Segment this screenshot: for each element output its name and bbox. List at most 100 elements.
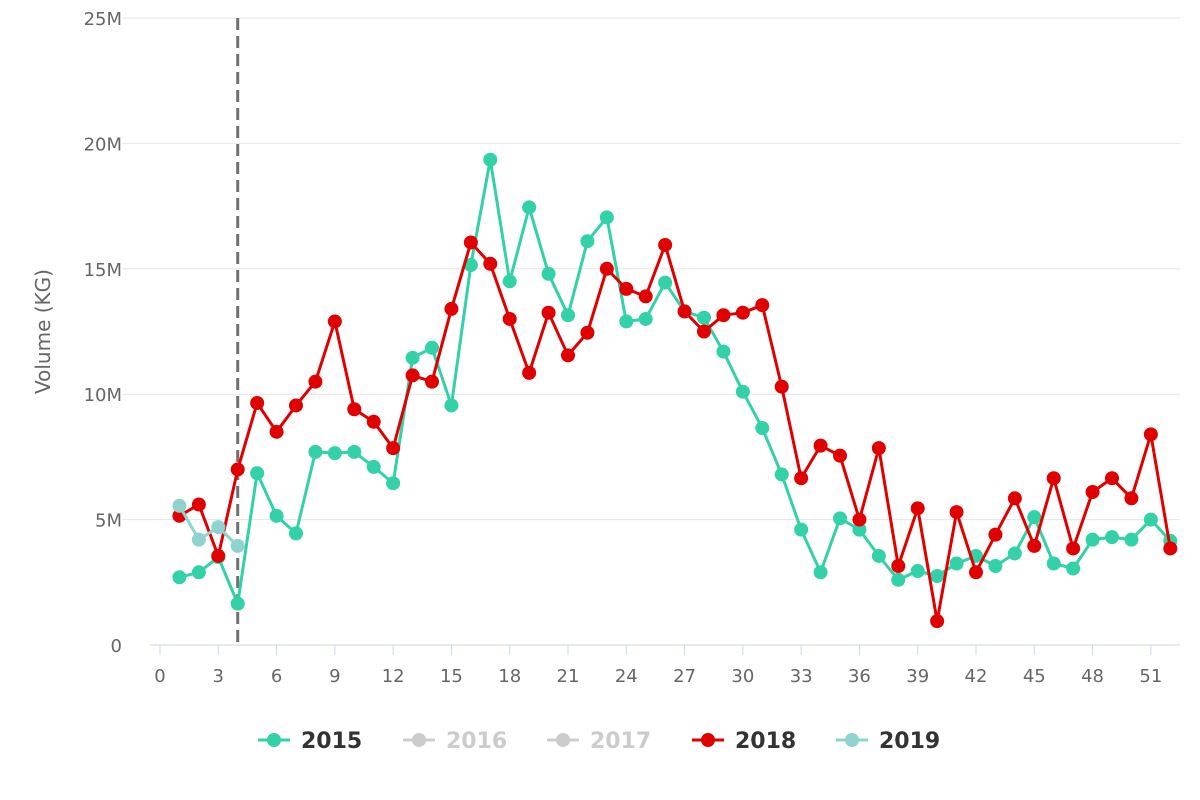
data-point-2015[interactable] [1007, 546, 1022, 561]
data-point-2015[interactable] [308, 444, 323, 459]
data-point-2015[interactable] [871, 548, 886, 563]
data-point-2015[interactable] [191, 565, 206, 580]
data-point-2018[interactable] [366, 414, 381, 429]
data-point-2018[interactable] [483, 256, 498, 271]
data-point-2015[interactable] [580, 234, 595, 249]
data-point-2015[interactable] [386, 476, 401, 491]
data-point-2015[interactable] [1085, 532, 1100, 547]
data-point-2018[interactable] [561, 348, 575, 363]
data-point-2019[interactable] [230, 538, 245, 553]
data-point-2018[interactable] [735, 305, 750, 320]
data-point-2018[interactable] [969, 565, 983, 580]
data-point-2015[interactable] [483, 152, 498, 167]
data-point-2015[interactable] [891, 572, 906, 587]
data-point-2018[interactable] [755, 298, 770, 313]
data-point-2018[interactable] [599, 261, 614, 276]
data-point-2018[interactable] [852, 512, 867, 527]
data-point-2018[interactable] [425, 374, 439, 389]
data-point-2015[interactable] [269, 508, 284, 523]
data-point-2018[interactable] [1163, 541, 1178, 556]
data-point-2018[interactable] [347, 402, 362, 417]
data-point-2018[interactable] [444, 301, 459, 316]
data-point-2015[interactable] [425, 340, 439, 355]
data-point-2018[interactable] [211, 548, 226, 563]
data-point-2015[interactable] [522, 200, 537, 215]
legend-item-2019[interactable]: 2019 [836, 729, 940, 754]
data-point-2015[interactable] [988, 558, 1003, 573]
data-point-2015[interactable] [347, 444, 362, 459]
legend-item-2017[interactable]: 2017 [547, 729, 651, 754]
data-point-2015[interactable] [463, 258, 478, 273]
data-point-2015[interactable] [930, 569, 945, 584]
series-2019[interactable] [172, 498, 245, 553]
data-point-2018[interactable] [891, 558, 906, 573]
data-point-2015[interactable] [561, 308, 575, 323]
data-point-2018[interactable] [463, 235, 478, 250]
data-point-2015[interactable] [444, 398, 459, 413]
data-point-2015[interactable] [1027, 510, 1042, 525]
data-point-2018[interactable] [871, 441, 886, 456]
data-point-2018[interactable] [308, 374, 323, 389]
data-point-2015[interactable] [638, 311, 653, 326]
data-point-2018[interactable] [697, 324, 711, 339]
data-point-2018[interactable] [580, 325, 595, 340]
data-point-2015[interactable] [289, 526, 303, 541]
data-point-2015[interactable] [541, 266, 556, 281]
data-point-2015[interactable] [172, 570, 187, 585]
data-point-2018[interactable] [1027, 538, 1042, 553]
data-point-2015[interactable] [1046, 556, 1061, 571]
data-point-2018[interactable] [794, 471, 809, 486]
data-point-2015[interactable] [794, 522, 809, 537]
data-point-2015[interactable] [599, 210, 614, 225]
data-point-2015[interactable] [735, 384, 750, 399]
data-point-2019[interactable] [172, 498, 187, 513]
data-point-2015[interactable] [1066, 561, 1081, 576]
legend-item-2018[interactable]: 2018 [692, 729, 796, 754]
data-point-2018[interactable] [1105, 471, 1119, 486]
data-point-2018[interactable] [289, 398, 303, 413]
data-point-2015[interactable] [250, 466, 265, 481]
data-point-2018[interactable] [638, 289, 653, 304]
data-point-2019[interactable] [211, 520, 226, 535]
data-point-2018[interactable] [1066, 541, 1081, 556]
data-point-2018[interactable] [1124, 491, 1139, 506]
data-point-2015[interactable] [833, 511, 847, 526]
data-point-2018[interactable] [677, 304, 692, 319]
data-point-2015[interactable] [1143, 512, 1158, 527]
data-point-2015[interactable] [230, 596, 245, 611]
data-point-2018[interactable] [1085, 485, 1100, 500]
series-2015[interactable] [172, 152, 1178, 611]
data-point-2015[interactable] [813, 565, 828, 580]
data-point-2018[interactable] [774, 379, 789, 394]
data-point-2015[interactable] [910, 564, 925, 579]
data-point-2018[interactable] [716, 308, 731, 323]
data-point-2018[interactable] [833, 448, 847, 463]
data-point-2015[interactable] [1124, 532, 1139, 547]
data-point-2018[interactable] [522, 365, 537, 380]
data-point-2018[interactable] [541, 305, 556, 320]
series-2018[interactable] [172, 235, 1178, 629]
data-point-2018[interactable] [1143, 427, 1158, 442]
data-point-2015[interactable] [949, 556, 964, 571]
legend-item-2016[interactable]: 2016 [403, 729, 507, 754]
data-point-2018[interactable] [930, 614, 945, 629]
data-point-2015[interactable] [619, 314, 634, 329]
data-point-2018[interactable] [386, 441, 401, 456]
data-point-2018[interactable] [658, 237, 673, 252]
data-point-2018[interactable] [327, 314, 342, 329]
data-point-2015[interactable] [755, 421, 770, 436]
data-point-2015[interactable] [716, 344, 731, 359]
data-point-2018[interactable] [405, 368, 420, 383]
data-point-2018[interactable] [250, 395, 265, 410]
data-point-2015[interactable] [697, 310, 711, 325]
data-point-2015[interactable] [366, 459, 381, 474]
data-point-2018[interactable] [619, 281, 634, 296]
data-point-2018[interactable] [502, 311, 517, 326]
data-point-2018[interactable] [813, 438, 828, 453]
data-point-2015[interactable] [774, 467, 789, 482]
data-point-2018[interactable] [191, 497, 206, 512]
data-point-2015[interactable] [327, 446, 342, 461]
data-point-2018[interactable] [230, 462, 245, 477]
data-point-2015[interactable] [852, 522, 867, 537]
data-point-2018[interactable] [988, 527, 1003, 542]
